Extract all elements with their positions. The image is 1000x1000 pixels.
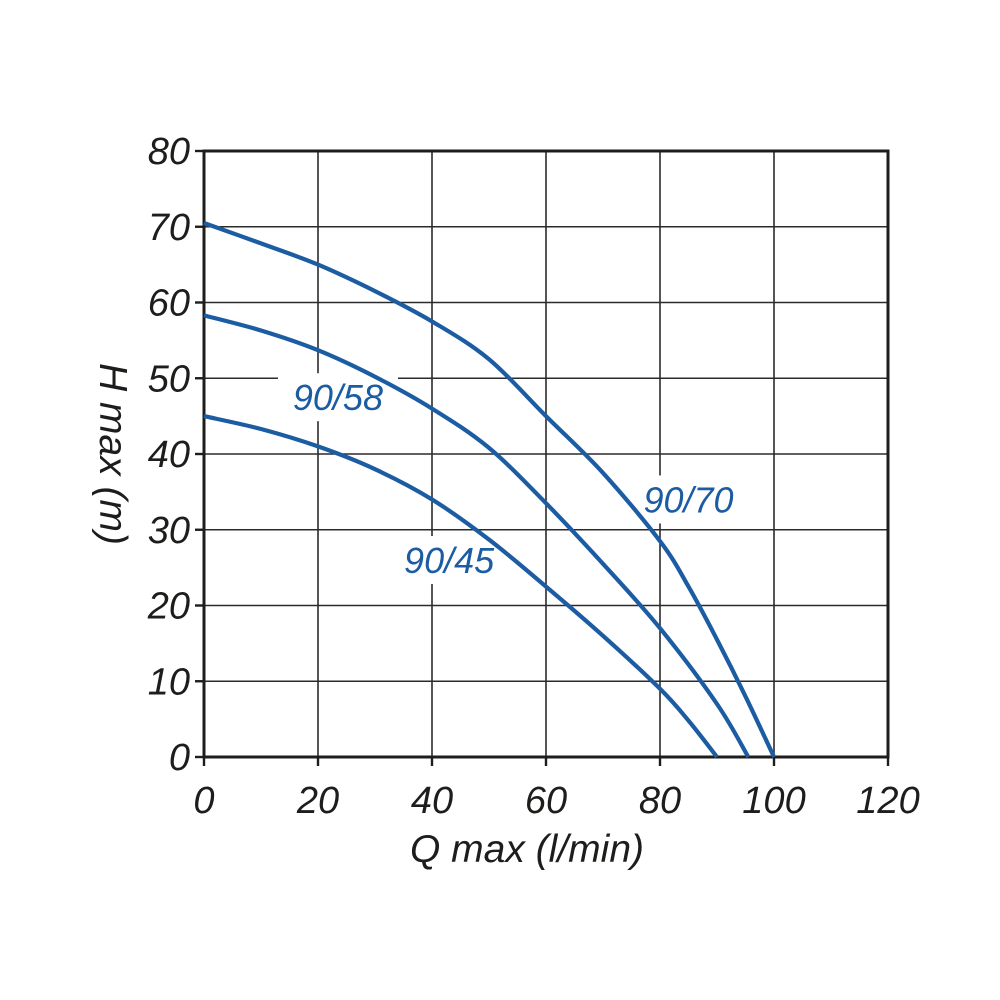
x-tick-label: 80	[639, 780, 681, 822]
x-tick-label: 20	[296, 780, 339, 822]
x-tick-label: 100	[742, 780, 805, 822]
y-tick-label: 20	[147, 586, 190, 628]
curve-label-background	[277, 373, 398, 422]
y-tick-label: 40	[148, 434, 190, 476]
x-tick-label: 60	[525, 780, 567, 822]
x-axis-title: Q max (l/min)	[410, 828, 644, 871]
y-tick-label: 10	[148, 661, 190, 703]
curve-label-90-70: 90/70	[643, 479, 733, 520]
axis-ticks	[195, 149, 890, 766]
grid	[203, 150, 889, 758]
curve-label-background	[628, 475, 749, 524]
x-tick-label: 40	[411, 780, 453, 822]
curve-90-70	[203, 221, 776, 758]
y-tick-label: 30	[148, 510, 190, 552]
curve-90-58	[203, 313, 751, 759]
x-tick-label: 120	[856, 780, 919, 822]
curve-label-90-58: 90/58	[293, 377, 383, 418]
y-axis-title: H max (m)	[91, 363, 134, 545]
y-tick-label: 80	[148, 131, 190, 173]
y-tick-label: 60	[148, 283, 190, 325]
y-tick-label: 50	[148, 358, 190, 400]
y-tick-label: 0	[169, 737, 190, 779]
y-tick-label: 70	[148, 207, 190, 249]
curve-label-background	[389, 536, 510, 585]
curve-90-45	[203, 414, 719, 759]
curve-label-90-45: 90/45	[404, 540, 495, 581]
curve-label-backgrounds	[277, 373, 749, 585]
x-tick-label: 0	[193, 780, 214, 822]
